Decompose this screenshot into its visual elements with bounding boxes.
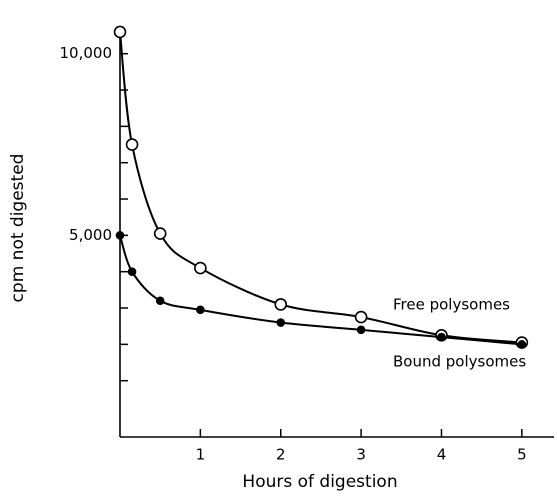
series-line [119,235,522,346]
x-axis-label: Hours of digestion [242,472,397,492]
y-tick-label: 5,000 [69,226,112,244]
data-point [127,267,137,276]
x-tick-label: 4 [437,446,447,464]
data-point [276,318,286,327]
y-axis-label: cpm not digested [8,154,28,303]
data-point [517,340,527,349]
data-point [155,296,165,306]
data-point [196,305,205,315]
x-tick-label: 1 [196,446,206,464]
y-tick-label: 10,000 [60,44,113,62]
legend-label: Free polysomes [393,296,510,314]
data-point [274,298,288,311]
legend-label: Bound polysomes [393,353,526,371]
data-point [354,310,368,324]
x-tick-label: 3 [356,446,366,464]
data-point [437,332,446,342]
data-point [194,261,207,275]
x-tick-label: 2 [276,446,286,464]
data-point [125,138,139,151]
data-point [113,25,127,39]
data-point [153,227,167,240]
data-point [356,325,366,335]
x-tick-label: 5 [517,446,527,464]
data-point [115,231,125,240]
